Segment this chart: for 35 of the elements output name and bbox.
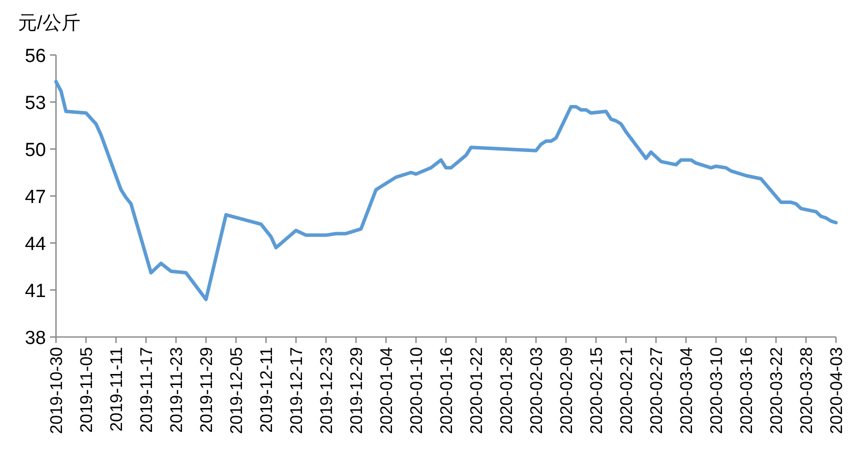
x-tick-label: 2019-11-23 xyxy=(167,347,186,433)
x-tick-label: 2019-11-05 xyxy=(77,347,96,433)
x-tick-label: 2020-03-22 xyxy=(767,347,786,434)
x-tick-label: 2019-12-23 xyxy=(317,347,336,434)
x-tick-label: 2020-03-16 xyxy=(737,347,756,434)
x-tick-label: 2020-02-21 xyxy=(617,347,636,434)
x-tick-label: 2019-12-17 xyxy=(287,347,306,434)
y-axis-title: 元/公斤 xyxy=(18,13,80,34)
x-tick-label: 2019-10-30 xyxy=(47,347,66,434)
x-tick-label: 2020-02-03 xyxy=(527,347,546,434)
x-tick-label: 2020-01-16 xyxy=(437,347,456,434)
y-tick-label: 47 xyxy=(24,187,46,208)
x-tick-label: 2019-11-17 xyxy=(137,347,156,433)
x-tick-label: 2019-11-11 xyxy=(107,347,126,432)
y-tick-label: 41 xyxy=(24,281,46,302)
x-tick-label: 2019-12-29 xyxy=(347,347,366,434)
x-tick-label: 2020-01-04 xyxy=(377,347,396,434)
y-tick-label: 38 xyxy=(24,328,46,349)
x-tick-label: 2019-12-11 xyxy=(257,347,276,433)
x-tick-label: 2020-03-28 xyxy=(797,347,816,434)
x-tick-label: 2020-04-03 xyxy=(827,347,846,434)
y-tick-label: 50 xyxy=(24,140,46,161)
x-tick-label: 2020-01-28 xyxy=(497,347,516,434)
x-tick-label: 2020-02-09 xyxy=(557,347,576,434)
x-tick-label: 2020-01-10 xyxy=(407,347,426,434)
x-tick-label: 2020-03-10 xyxy=(707,347,726,434)
x-tick-label: 2019-11-29 xyxy=(197,347,216,433)
x-tick-label: 2020-02-15 xyxy=(587,347,606,434)
x-tick-label: 2020-02-27 xyxy=(647,347,666,434)
x-tick-label: 2020-03-04 xyxy=(677,347,696,434)
x-tick-label: 2020-01-22 xyxy=(467,347,486,434)
y-tick-label: 53 xyxy=(24,93,46,114)
x-tick-label: 2019-12-05 xyxy=(227,347,246,434)
y-tick-label: 56 xyxy=(24,46,46,67)
y-tick-label: 44 xyxy=(24,234,46,255)
